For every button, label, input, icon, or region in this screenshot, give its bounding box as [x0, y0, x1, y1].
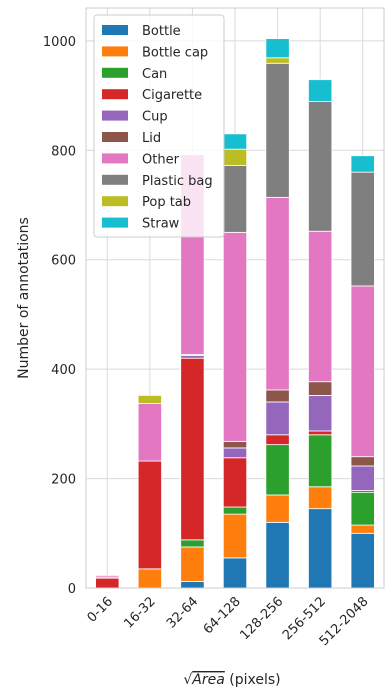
- bar-segment: [265, 494, 290, 523]
- bar-segment: [137, 460, 162, 570]
- x-tick-label: 16-32: [121, 594, 158, 631]
- x-tick-label: 64-128: [201, 594, 244, 637]
- legend-label: Bottle: [142, 24, 181, 39]
- legend-swatch: [102, 132, 128, 142]
- plot-frame: [85, 7, 385, 589]
- bar-segment: [222, 447, 248, 459]
- bar-segment: [180, 357, 205, 541]
- bar-segment: [95, 577, 120, 589]
- bar-segment: [350, 465, 375, 492]
- legend-swatch: [102, 153, 128, 164]
- bar-segment: [137, 394, 162, 405]
- bar-segment: [180, 546, 205, 582]
- bar-segment: [308, 79, 333, 102]
- bar-segment: [350, 456, 375, 467]
- bar-segment: [222, 557, 248, 589]
- bar-segment: [350, 524, 375, 534]
- bar-segment: [308, 101, 333, 232]
- y-tick-label: 0: [68, 582, 76, 597]
- y-tick-label: 800: [51, 144, 76, 159]
- legend-swatch: [102, 110, 128, 121]
- x-axis-title: √Area (pixels): [183, 672, 280, 688]
- legend-swatch: [102, 217, 128, 228]
- y-tick-labels: 0 200 400 600 800 1000: [43, 35, 76, 597]
- bar-segment: [350, 171, 375, 287]
- x-axis-title-text: √Area (pixels): [183, 672, 280, 688]
- bar-segment: [308, 434, 333, 488]
- bar-segment: [265, 62, 290, 198]
- bar-segment: [222, 231, 248, 442]
- bar-segment: [180, 581, 205, 589]
- bar-segment: [222, 513, 248, 559]
- legend-swatch: [102, 67, 128, 78]
- x-tick-labels: 0-16 16-32 32-64 64-128128-256256-512512-20…: [85, 594, 372, 649]
- bar-segment: [265, 434, 290, 446]
- bar-segment: [265, 389, 290, 403]
- bar-segment: [308, 508, 333, 589]
- legend-label: Cup: [142, 110, 168, 125]
- bar-segment: [95, 575, 120, 578]
- x-tick-label: 32-64: [164, 594, 201, 631]
- y-tick-label: 1000: [43, 35, 76, 50]
- bar-segment: [265, 444, 290, 496]
- bar-segment: [308, 430, 333, 436]
- bar-segment: [308, 486, 333, 510]
- legend-label: Straw: [142, 217, 180, 232]
- bar-segment: [350, 155, 375, 173]
- y-tick-label: 400: [51, 363, 76, 378]
- y-tick-label: 600: [51, 254, 76, 269]
- bar-segment: [350, 491, 375, 526]
- legend-label: Other: [142, 152, 180, 167]
- bar-segment: [222, 506, 248, 515]
- bar-segment: [137, 568, 162, 589]
- y-tick-label: 200: [51, 473, 76, 488]
- bar-segment: [350, 532, 375, 589]
- bar-segment: [180, 355, 205, 359]
- bar-segment: [308, 381, 333, 396]
- bar-segment: [265, 196, 290, 391]
- y-axis-title: Number of annotations: [16, 217, 32, 379]
- legend-swatch: [102, 46, 128, 57]
- bar-segment: [222, 165, 248, 233]
- legend-label: Bottle cap: [142, 45, 208, 60]
- legend-swatch: [102, 25, 128, 35]
- legend: Bottle Bottle cap Can Cigarette Cup Lid Other P…: [93, 14, 225, 238]
- legend-label: Lid: [142, 131, 161, 146]
- legend-label: Plastic bag: [142, 174, 213, 189]
- bar-segment: [308, 230, 333, 383]
- bar-segment: [265, 401, 290, 436]
- bar-segment: [265, 38, 290, 59]
- bar-segment: [265, 57, 290, 64]
- bars: [95, 38, 375, 589]
- x-tick-label: 128-256: [237, 594, 286, 643]
- bar-segment: [350, 285, 375, 458]
- legend-swatch: [102, 196, 128, 207]
- legend-swatch: [102, 174, 128, 185]
- bar-segment: [180, 539, 205, 548]
- bar-segment: [265, 521, 290, 589]
- bar-segment: [137, 403, 162, 462]
- bar-segment: [222, 133, 248, 150]
- bar-segment: [222, 148, 248, 166]
- legend-label: Can: [142, 67, 167, 82]
- legend-label: Cigarette: [142, 88, 202, 103]
- legend-swatch: [102, 89, 128, 100]
- bar-segment: [222, 440, 248, 449]
- bar-segment: [222, 457, 248, 508]
- bar-segment: [308, 394, 333, 432]
- x-tick-label: 0-16: [85, 594, 116, 625]
- legend-label: Pop tab: [142, 195, 191, 210]
